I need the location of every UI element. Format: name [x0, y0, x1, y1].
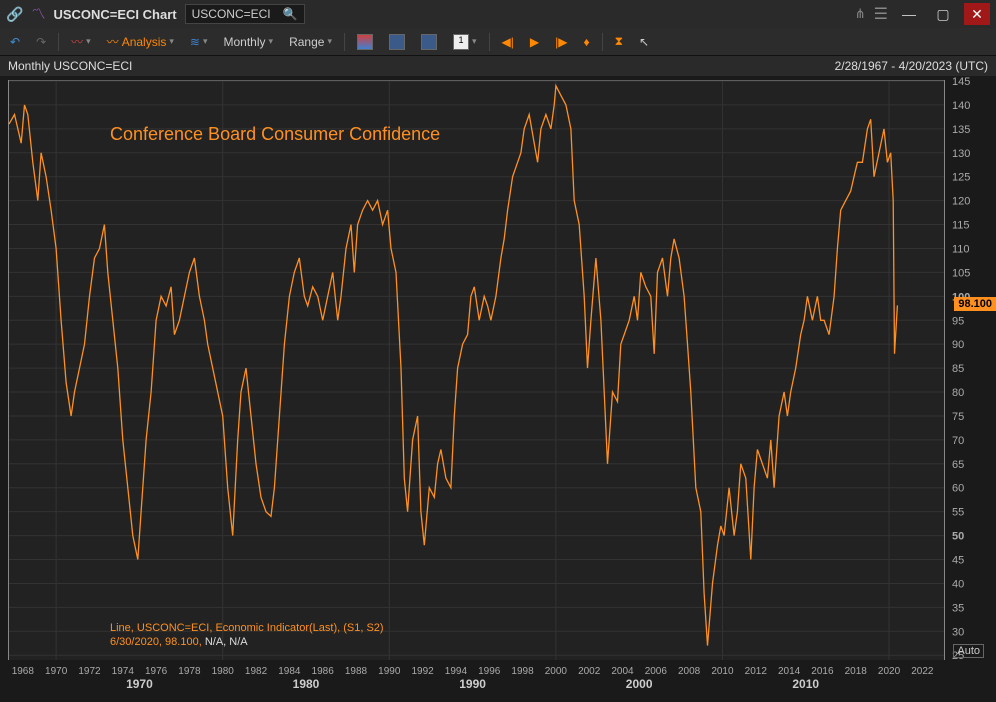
chart-type-dropdown[interactable]: 〰 [65, 31, 97, 52]
svg-text:1984: 1984 [278, 666, 301, 677]
toolbar: ↶ ↷ 〰 〰Analysis ≋ Monthly Range 1 ◀| ▶ |… [0, 28, 996, 56]
svg-text:2000: 2000 [545, 666, 568, 677]
auto-scale-label[interactable]: Auto [953, 644, 984, 658]
share-icon[interactable]: ⋔ [855, 6, 866, 22]
nav-first-icon[interactable]: ◀| [496, 33, 520, 51]
svg-text:2022: 2022 [911, 666, 934, 677]
svg-text:1972: 1972 [78, 666, 101, 677]
svg-text:2000: 2000 [626, 677, 653, 691]
nav-updown-icon[interactable]: ♦ [577, 33, 595, 51]
svg-text:130: 130 [952, 148, 970, 160]
svg-text:2002: 2002 [578, 666, 601, 677]
tool-icon-4[interactable]: 1 [447, 32, 483, 52]
chart-header-right: 2/28/1967 - 4/20/2023 (UTC) [835, 59, 988, 73]
svg-text:85: 85 [952, 363, 964, 375]
svg-text:65: 65 [952, 459, 964, 471]
svg-text:55: 55 [952, 507, 964, 519]
svg-text:1980: 1980 [293, 677, 320, 691]
svg-text:115: 115 [952, 220, 970, 232]
interval-dropdown[interactable]: Monthly [218, 33, 280, 51]
svg-text:60: 60 [952, 483, 964, 495]
svg-text:45: 45 [952, 555, 964, 567]
current-value-badge: 98.100 [954, 297, 996, 311]
menu-icon[interactable]: ☰ [874, 4, 888, 24]
svg-text:1994: 1994 [445, 666, 468, 677]
titlebar: 🔗 〽 USCONC=ECI Chart USCONC=ECI 🔍 ⋔ ☰ — … [0, 0, 996, 28]
svg-text:2006: 2006 [645, 666, 668, 677]
search-icon[interactable]: 🔍 [283, 7, 298, 21]
svg-text:30: 30 [952, 626, 964, 638]
svg-text:1968: 1968 [12, 666, 35, 677]
svg-text:105: 105 [952, 267, 970, 279]
legend-line-2: 6/30/2020, 98.100, N/A, N/A [110, 636, 248, 648]
app-logo-icon: 〽 [31, 4, 45, 24]
nav-prev-icon[interactable]: ▶ [524, 33, 545, 51]
svg-text:90: 90 [952, 339, 964, 351]
svg-text:1988: 1988 [345, 666, 368, 677]
search-value: USCONC=ECI [192, 7, 271, 21]
chart-header-left: Monthly USCONC=ECI [8, 59, 132, 73]
svg-text:145: 145 [952, 76, 970, 88]
maximize-button[interactable]: ▢ [930, 3, 956, 25]
range-dropdown[interactable]: Range [283, 33, 338, 51]
hourglass-icon[interactable]: ⧗ [609, 32, 629, 51]
svg-text:1992: 1992 [411, 666, 434, 677]
svg-text:2016: 2016 [811, 666, 834, 677]
svg-text:135: 135 [952, 124, 970, 136]
svg-text:2008: 2008 [678, 666, 701, 677]
svg-text:120: 120 [952, 196, 970, 208]
svg-text:2010: 2010 [792, 677, 819, 691]
undo-button[interactable]: ↶ [4, 33, 26, 51]
svg-text:110: 110 [952, 243, 970, 255]
svg-text:1974: 1974 [112, 666, 135, 677]
tool-icon-2[interactable] [383, 32, 411, 52]
svg-text:35: 35 [952, 602, 964, 614]
svg-text:1970: 1970 [126, 677, 153, 691]
svg-text:125: 125 [952, 172, 970, 184]
legend-line-1: Line, USCONC=ECI, Economic Indicator(Las… [110, 622, 384, 634]
svg-text:75: 75 [952, 411, 964, 423]
close-button[interactable]: ✕ [964, 3, 990, 25]
svg-text:70: 70 [952, 435, 964, 447]
svg-text:50: 50 [952, 531, 964, 543]
svg-text:2018: 2018 [845, 666, 868, 677]
svg-text:1978: 1978 [178, 666, 201, 677]
svg-text:1980: 1980 [212, 666, 235, 677]
svg-text:1970: 1970 [45, 666, 68, 677]
symbol-search-input[interactable]: USCONC=ECI 🔍 [185, 4, 305, 24]
tool-icon-1[interactable] [351, 32, 379, 52]
analysis-dropdown[interactable]: 〰Analysis [101, 31, 180, 52]
svg-text:1986: 1986 [312, 666, 335, 677]
link-icon[interactable]: 🔗 [6, 6, 23, 23]
svg-text:2014: 2014 [778, 666, 801, 677]
cursor-icon[interactable]: ↖ [633, 33, 655, 51]
chart-title: Conference Board Consumer Confidence [110, 124, 440, 145]
chart-area: 2530354045505560657075808590951001051101… [0, 76, 996, 702]
svg-text:95: 95 [952, 315, 964, 327]
svg-text:2012: 2012 [745, 666, 768, 677]
svg-text:1976: 1976 [145, 666, 168, 677]
svg-text:1982: 1982 [245, 666, 268, 677]
svg-text:1996: 1996 [478, 666, 501, 677]
nav-next-icon[interactable]: |▶ [549, 33, 573, 51]
chart-header: Monthly USCONC=ECI 2/28/1967 - 4/20/2023… [0, 56, 996, 76]
minimize-button[interactable]: — [896, 3, 922, 25]
svg-text:1990: 1990 [459, 677, 486, 691]
indicator-dropdown[interactable]: ≋ [184, 33, 214, 51]
chart-svg[interactable]: 2530354045505560657075808590951001051101… [0, 76, 996, 702]
svg-text:2020: 2020 [878, 666, 901, 677]
svg-text:2010: 2010 [711, 666, 734, 677]
tool-icon-3[interactable] [415, 32, 443, 52]
svg-text:40: 40 [952, 578, 964, 590]
svg-text:1990: 1990 [378, 666, 401, 677]
window-title: USCONC=ECI Chart [53, 7, 176, 22]
svg-text:2004: 2004 [611, 666, 634, 677]
svg-text:140: 140 [952, 100, 970, 112]
svg-text:1998: 1998 [511, 666, 534, 677]
svg-text:80: 80 [952, 387, 964, 399]
redo-button[interactable]: ↷ [30, 33, 52, 51]
